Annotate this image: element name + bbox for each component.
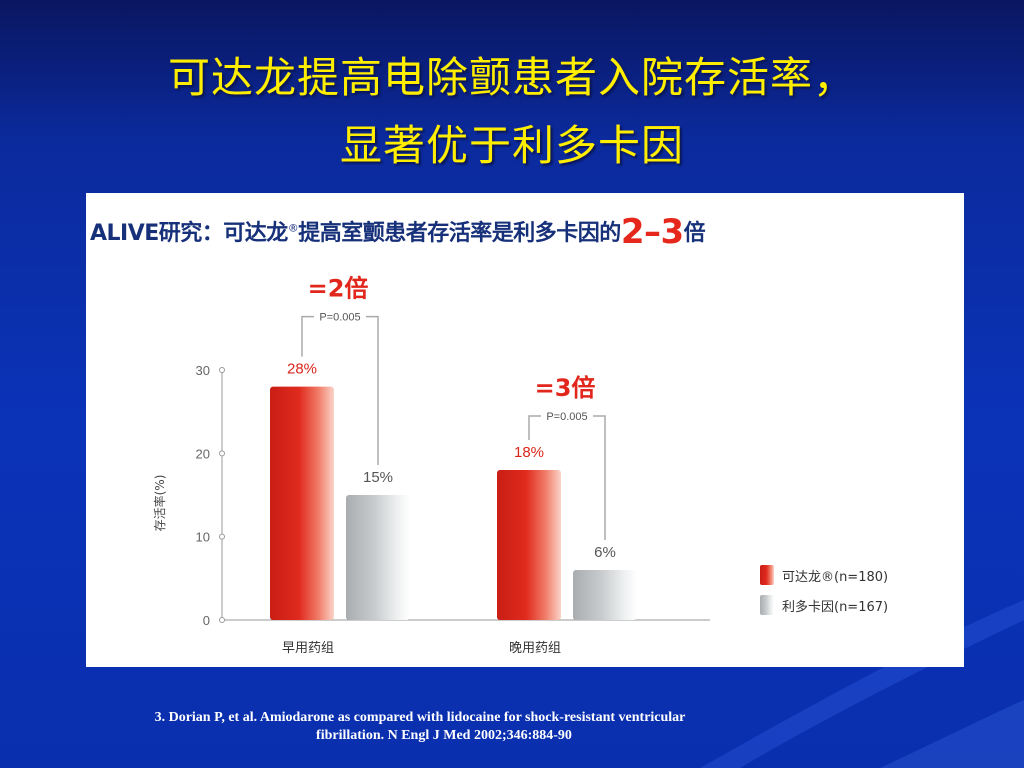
legend-label-lidocaine: 利多卡因(n=167) bbox=[782, 599, 888, 615]
heading-prefix: ALIVE研究：可达龙 bbox=[90, 221, 288, 246]
comparison-bracket-right bbox=[593, 415, 606, 540]
slide-title-line2: 显著优于利多卡因 bbox=[339, 121, 684, 170]
ratio-label: =2倍 bbox=[308, 275, 369, 303]
registered-mark: ® bbox=[287, 221, 299, 235]
y-tick-label: 0 bbox=[203, 613, 210, 628]
comparison-bracket-right bbox=[366, 315, 379, 465]
bar-amiodarone-2 bbox=[497, 470, 561, 620]
x-category-label: 晚用药组 bbox=[509, 641, 561, 656]
y-tick-mark bbox=[219, 617, 225, 623]
x-category-label: 早用药组 bbox=[282, 641, 334, 656]
legend-swatch-lidocaine bbox=[760, 595, 774, 615]
y-tick-label: 10 bbox=[196, 530, 210, 545]
comparison-bracket-left bbox=[528, 415, 541, 440]
heading-mid: 提高室颤患者存活率是利多卡因的 bbox=[298, 221, 621, 246]
y-tick-mark bbox=[219, 367, 225, 373]
footnote-line1: 3. Dorian P, et al. Amiodarone as compar… bbox=[154, 710, 686, 725]
legend-label-amiodarone: 可达龙®(n=180) bbox=[782, 570, 888, 585]
bar-lidocaine-1 bbox=[346, 495, 410, 620]
y-tick-mark bbox=[219, 533, 225, 540]
y-tick-mark bbox=[219, 450, 225, 457]
comparison-bracket-left bbox=[301, 315, 314, 357]
y-tick-label: 30 bbox=[196, 363, 210, 378]
bar-value-label: 15% bbox=[363, 469, 393, 486]
figure-heading: ALIVE研究：可达龙®提高室颤患者存活率是利多卡因的2–3倍 bbox=[90, 209, 706, 252]
bar-value-label: 28% bbox=[287, 361, 317, 378]
legend-swatch-amiodarone bbox=[760, 565, 774, 585]
p-value-label: P=0.005 bbox=[319, 312, 360, 324]
bar-lidocaine-2 bbox=[573, 570, 637, 620]
bar-value-label: 18% bbox=[514, 444, 544, 461]
y-axis-label: 存活率(%) bbox=[152, 475, 167, 532]
figure-panel: ALIVE研究：可达龙®提高室颤患者存活率是利多卡因的2–3倍 0 10 20 30 存… bbox=[86, 193, 964, 667]
bar-amiodarone-1 bbox=[270, 386, 334, 620]
footnote-line2: fibrillation. N Engl J Med 2002;346:884-… bbox=[316, 728, 572, 743]
y-tick-label: 20 bbox=[196, 446, 210, 461]
heading-suffix: 倍 bbox=[683, 221, 706, 246]
p-value-label: P=0.005 bbox=[546, 411, 587, 423]
heading-ratio: 2–3 bbox=[620, 212, 684, 252]
ratio-label: =3倍 bbox=[535, 374, 596, 402]
bar-value-label: 6% bbox=[594, 544, 616, 561]
slide-title-line1: 可达龙提高电除颤患者入院存活率， bbox=[167, 53, 856, 102]
survival-bar-chart: 0 10 20 30 存活率(%) 28% 15% 早用药组 P=0.005 =2倍 18% 6% 晚用… bbox=[152, 275, 888, 656]
